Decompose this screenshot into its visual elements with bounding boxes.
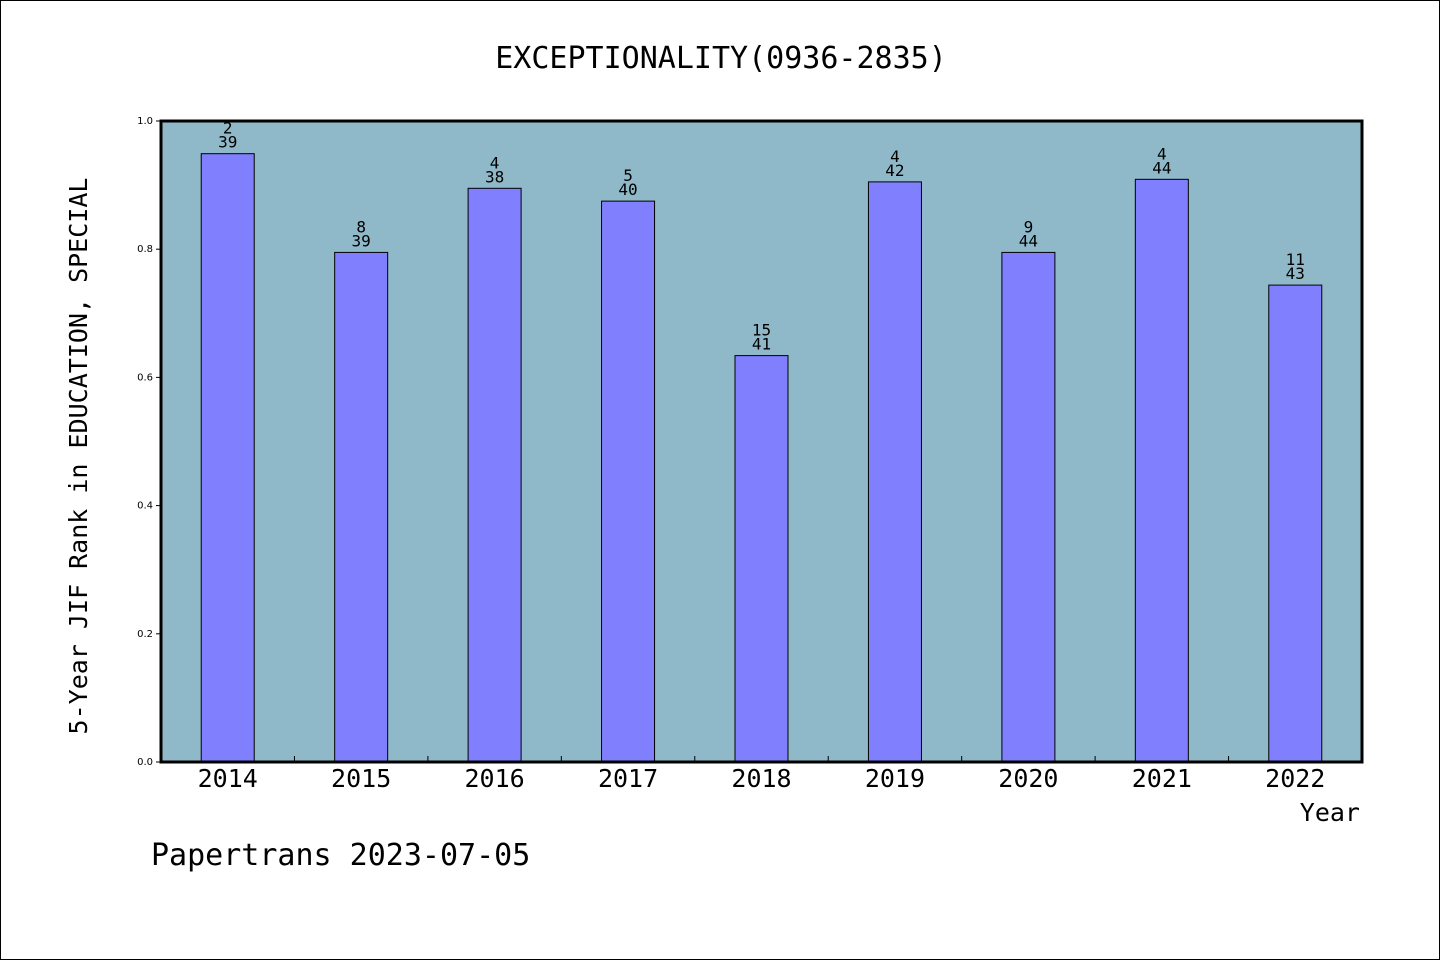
bar-2021 — [1134, 178, 1189, 763]
bar-2022 — [1268, 284, 1323, 763]
total-label: 42 — [885, 161, 904, 180]
y-tick-label: 0.8 — [137, 244, 153, 255]
rank-label: 8 — [356, 217, 366, 236]
bar-2017 — [601, 200, 656, 763]
bar-2015 — [334, 251, 389, 763]
total-label: 43 — [1286, 264, 1305, 283]
bar-2014 — [200, 153, 255, 763]
rank-label: 4 — [490, 153, 500, 172]
rank-label: 5 — [623, 166, 633, 185]
bar-2016 — [467, 187, 522, 763]
x-axis-label: Year — [1300, 798, 1360, 827]
bars-group — [200, 153, 1323, 763]
total-label: 41 — [752, 335, 771, 354]
x-tick-label: 2016 — [465, 764, 525, 793]
x-tick-label: 2020 — [998, 764, 1058, 793]
x-tick-label: 2014 — [198, 764, 258, 793]
rank-label: 2 — [223, 119, 233, 138]
x-axis: 2014 2015 2016 2017 2018 2019 2020 2021 2022 — [198, 756, 1325, 793]
rank-label: 15 — [752, 321, 771, 340]
total-label: 39 — [352, 231, 371, 250]
x-tick-label: 2015 — [331, 764, 391, 793]
x-tick-label: 2022 — [1265, 764, 1325, 793]
x-tick-label: 2018 — [731, 764, 791, 793]
plot-border — [159, 119, 1364, 764]
x-tick-label: 2017 — [598, 764, 658, 793]
y-tick-label: 1.0 — [137, 116, 153, 127]
x-tick-label: 2021 — [1132, 764, 1192, 793]
x-tick-label: 2019 — [865, 764, 925, 793]
bar-2019 — [867, 181, 922, 763]
y-axis: 0.0 0.2 0.4 0.6 0.8 1.0 — [137, 116, 161, 768]
y-axis-label: 5-Year JIF Rank in EDUCATION, SPECIAL — [64, 178, 93, 735]
y-tick-label: 0.0 — [137, 757, 153, 768]
total-label: 44 — [1152, 158, 1171, 177]
rank-label: 9 — [1024, 217, 1034, 236]
chart-title: EXCEPTIONALITY(0936-2835) — [495, 41, 947, 76]
rank-label: 11 — [1286, 250, 1305, 269]
total-label: 38 — [485, 167, 504, 186]
y-tick-label: 0.4 — [137, 501, 153, 512]
footer-text: Papertrans 2023-07-05 — [151, 838, 530, 873]
rank-label: 4 — [1157, 144, 1167, 163]
total-label: 39 — [218, 133, 237, 152]
bar-2020 — [1001, 251, 1056, 763]
y-tick-label: 0.6 — [137, 372, 153, 383]
y-tick-label: 0.2 — [137, 629, 153, 640]
bar-2018 — [734, 355, 789, 763]
total-label: 44 — [1019, 231, 1038, 250]
rank-label: 4 — [890, 147, 900, 166]
total-label: 40 — [618, 180, 637, 199]
